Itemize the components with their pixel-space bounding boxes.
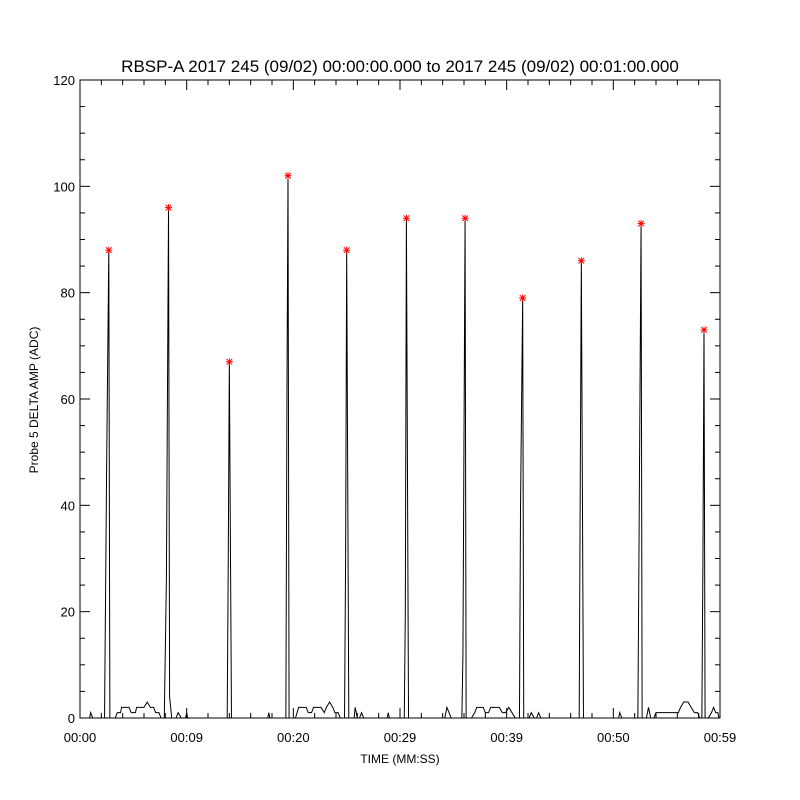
y-tick-label: 40	[61, 498, 75, 513]
y-tick-label: 60	[61, 392, 75, 407]
peak-marker-stroke	[578, 257, 585, 264]
x-tick-label: 00:09	[170, 730, 203, 745]
peak-marker	[700, 326, 708, 334]
y-tick-label: 0	[68, 711, 75, 726]
series-layer	[85, 175, 720, 719]
peak-marker-stroke	[700, 326, 708, 334]
peak-marker	[402, 214, 410, 222]
peak-marker	[461, 214, 469, 222]
y-tick-label: 80	[61, 286, 75, 301]
peak-markers	[105, 172, 708, 366]
y-tick-label: 120	[53, 73, 75, 88]
peak-marker-stroke	[461, 215, 469, 222]
y-axis-label: Probe 5 DELTA AMP (ADC)	[27, 327, 41, 474]
x-tick-label: 00:50	[597, 730, 630, 745]
peak-marker-stroke	[403, 215, 410, 222]
peak-marker	[343, 246, 351, 254]
x-tick-label: 00:59	[704, 730, 737, 745]
x-tick-label: 00:00	[64, 730, 97, 745]
y-tick-label: 20	[61, 605, 75, 620]
peak-marker	[165, 204, 173, 212]
peak-marker-stroke	[343, 246, 350, 254]
peak-marker-stroke	[105, 246, 112, 254]
peak-marker	[225, 358, 233, 366]
peak-marker-stroke	[226, 358, 233, 365]
peak-marker-stroke	[284, 172, 292, 179]
plot-area	[79, 79, 721, 719]
peak-marker	[284, 172, 292, 180]
peak-marker	[577, 257, 585, 265]
x-tick-label: 00:20	[277, 730, 310, 745]
peak-marker-stroke	[165, 204, 172, 211]
peak-marker	[519, 294, 527, 302]
x-axis-label: TIME (MM:SS)	[360, 752, 439, 766]
peak-marker-stroke	[637, 220, 645, 227]
x-tick-label: 00:39	[490, 730, 523, 745]
x-tick-label: 00:29	[384, 730, 417, 745]
peak-marker	[637, 220, 645, 228]
y-tick-label: 100	[53, 179, 75, 194]
peak-marker	[105, 246, 113, 254]
peak-marker-stroke	[519, 294, 526, 302]
series-line	[85, 175, 720, 719]
chart-title: RBSP-A 2017 245 (09/02) 00:00:00.000 to …	[121, 57, 679, 76]
axis-ticks: 0 20 40 60 80 100 120 00:00 00:09 00:20 00:29 00:39…	[53, 73, 736, 745]
plot-frame	[79, 79, 721, 719]
